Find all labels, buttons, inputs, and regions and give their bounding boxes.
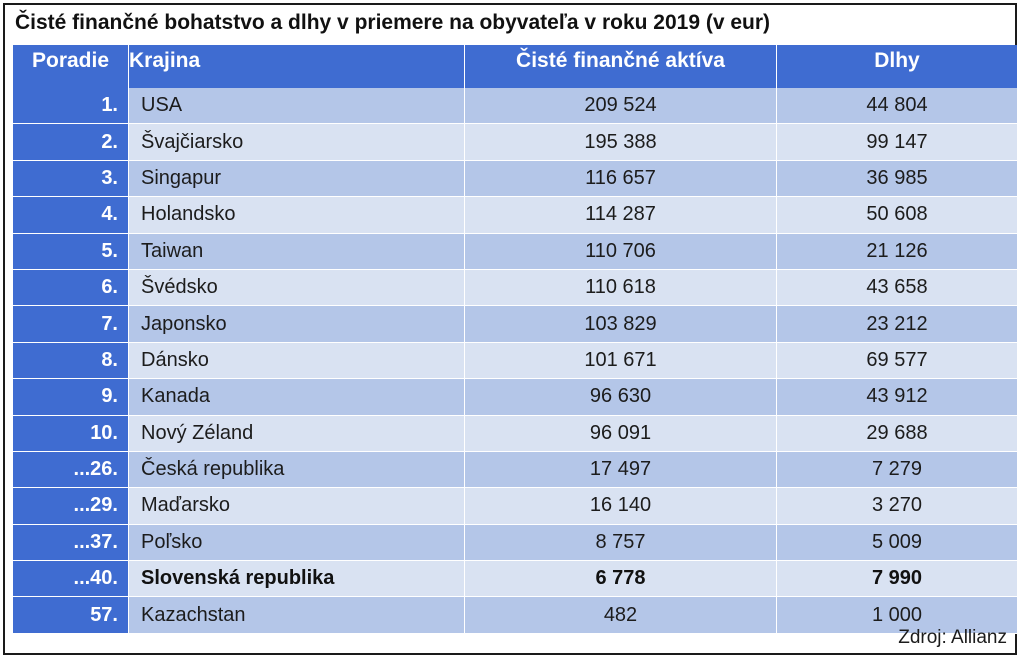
- net-assets-cell: 96 091: [465, 415, 777, 452]
- debts-cell: 43 912: [777, 379, 1017, 416]
- country-cell: Taiwan: [129, 233, 465, 270]
- table-row: 6. Švédsko 110 618 43 658: [13, 269, 1017, 307]
- table-row: ...37. Poľsko 8 757 5 009: [13, 524, 1017, 562]
- table-row: 7. Japonsko 103 829 23 212: [13, 306, 1017, 343]
- debts-cell: 7 990: [777, 561, 1017, 598]
- debts-cell: 29 688: [777, 415, 1017, 452]
- rank-cell: 9.: [13, 379, 129, 416]
- country-cell: Slovenská republika: [129, 561, 465, 598]
- net-assets-cell: 209 524: [465, 88, 777, 125]
- rank-cell: 3.: [13, 160, 129, 198]
- rank-cell: 10.: [13, 415, 129, 452]
- table-row: 9. Kanada 96 630 43 912: [13, 379, 1017, 416]
- debts-cell: 21 126: [777, 233, 1017, 270]
- debts-cell: 1 000: [777, 597, 1017, 634]
- rank-cell: 8.: [13, 342, 129, 380]
- table-row: 4. Holandsko 114 287 50 608: [13, 197, 1017, 234]
- debts-cell: 23 212: [777, 306, 1017, 343]
- table-row: 5. Taiwan 110 706 21 126: [13, 233, 1017, 270]
- net-assets-cell: 6 778: [465, 561, 777, 598]
- debts-cell: 5 009: [777, 524, 1017, 562]
- debts-cell: 7 279: [777, 451, 1017, 489]
- country-cell: Japonsko: [129, 306, 465, 343]
- table-row: ...26. Česká republika 17 497 7 279: [13, 451, 1017, 489]
- column-header-rank: Poradie: [13, 45, 129, 88]
- rank-cell: 7.: [13, 306, 129, 343]
- net-assets-cell: 114 287: [465, 197, 777, 234]
- net-assets-cell: 96 630: [465, 379, 777, 416]
- debts-cell: 44 804: [777, 88, 1017, 125]
- rank-cell: ...29.: [13, 488, 129, 525]
- debts-cell: 50 608: [777, 197, 1017, 234]
- header-row: Poradie Krajina Čisté finančné aktíva Dl…: [13, 45, 1017, 88]
- debts-cell: 36 985: [777, 160, 1017, 198]
- rank-cell: 6.: [13, 269, 129, 307]
- net-assets-cell: 116 657: [465, 160, 777, 198]
- table-row: 10. Nový Zéland 96 091 29 688: [13, 415, 1017, 452]
- rank-cell: ...40.: [13, 561, 129, 598]
- rank-cell: 57.: [13, 597, 129, 634]
- country-cell: Poľsko: [129, 524, 465, 562]
- table-row: 57. Kazachstan 482 1 000: [13, 597, 1017, 634]
- rank-cell: 4.: [13, 197, 129, 234]
- table-row: ...29. Maďarsko 16 140 3 270: [13, 488, 1017, 525]
- table-row: 3. Singapur 116 657 36 985: [13, 160, 1017, 198]
- source-note: Zdroj: Allianz: [898, 627, 1007, 648]
- country-cell: Švajčiarsko: [129, 124, 465, 161]
- country-cell: Švédsko: [129, 269, 465, 307]
- net-assets-cell: 8 757: [465, 524, 777, 562]
- country-cell: Holandsko: [129, 197, 465, 234]
- rank-cell: 2.: [13, 124, 129, 161]
- net-assets-cell: 195 388: [465, 124, 777, 161]
- table-row: 8. Dánsko 101 671 69 577: [13, 342, 1017, 380]
- country-cell: Maďarsko: [129, 488, 465, 525]
- data-table: Poradie Krajina Čisté finančné aktíva Dl…: [13, 45, 1017, 634]
- debts-cell: 69 577: [777, 342, 1017, 380]
- net-assets-cell: 103 829: [465, 306, 777, 343]
- table-body: 1. USA 209 524 44 804 2. Švajčiarsko 195 388 99…: [13, 88, 1017, 634]
- rank-cell: ...26.: [13, 451, 129, 489]
- rank-cell: 5.: [13, 233, 129, 270]
- country-cell: USA: [129, 88, 465, 125]
- debts-cell: 99 147: [777, 124, 1017, 161]
- column-header-net-assets: Čisté finančné aktíva: [465, 45, 777, 88]
- debts-cell: 3 270: [777, 488, 1017, 525]
- country-cell: Singapur: [129, 160, 465, 198]
- debts-cell: 43 658: [777, 269, 1017, 307]
- column-header-debts: Dlhy: [777, 45, 1017, 88]
- table-row: 1. USA 209 524 44 804: [13, 88, 1017, 125]
- country-cell: Kazachstan: [129, 597, 465, 634]
- net-assets-cell: 110 618: [465, 269, 777, 307]
- infographic-frame: Čisté finančné bohatstvo a dlhy v prieme…: [3, 3, 1017, 655]
- net-assets-cell: 482: [465, 597, 777, 634]
- country-cell: Nový Zéland: [129, 415, 465, 452]
- chart-title: Čisté finančné bohatstvo a dlhy v prieme…: [15, 11, 771, 34]
- net-assets-cell: 17 497: [465, 451, 777, 489]
- net-assets-cell: 16 140: [465, 488, 777, 525]
- table-row: 2. Švajčiarsko 195 388 99 147: [13, 124, 1017, 161]
- rank-cell: ...37.: [13, 524, 129, 562]
- country-cell: Česká republika: [129, 451, 465, 489]
- country-cell: Dánsko: [129, 342, 465, 380]
- country-cell: Kanada: [129, 379, 465, 416]
- column-header-country: Krajina: [129, 45, 465, 88]
- table-row: ...40. Slovenská republika 6 778 7 990: [13, 561, 1017, 598]
- net-assets-cell: 110 706: [465, 233, 777, 270]
- net-assets-cell: 101 671: [465, 342, 777, 380]
- rank-cell: 1.: [13, 88, 129, 125]
